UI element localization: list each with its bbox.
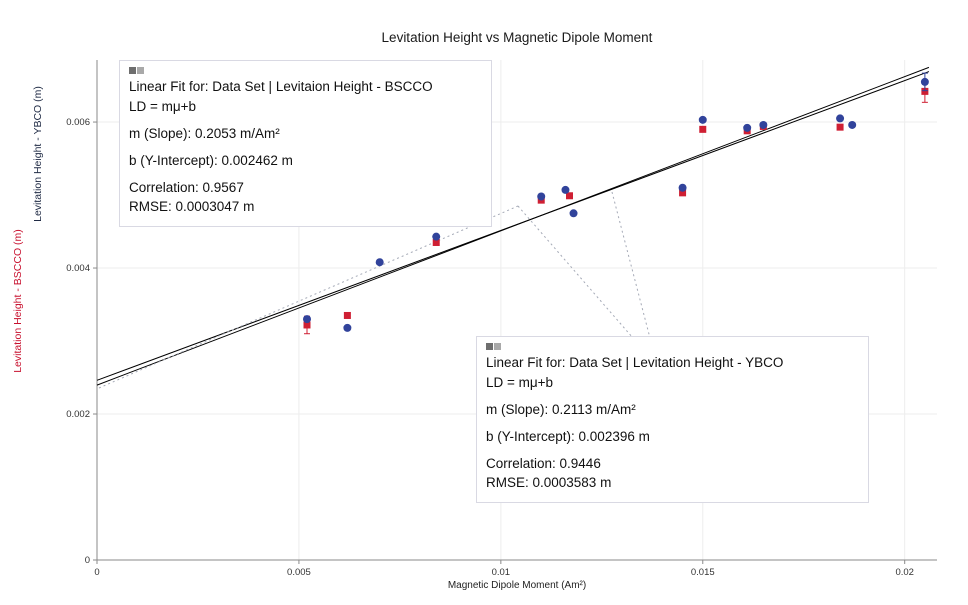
y-tick-label: 0.004 [66,263,90,274]
data-point-bscco[interactable] [432,238,440,246]
data-point-ybco[interactable] [537,192,546,201]
x-tick-label: 0.015 [691,567,715,578]
data-point-ybco[interactable] [698,115,707,124]
fit-equation: LD = mμ+b [486,374,554,390]
x-tick-label: 0 [94,567,99,578]
fit-correlation: Correlation: 0.9567 [129,179,244,195]
tick-labels: 0 0.005 0.01 0.015 0.02 0 0.002 0.004 0.006 [66,117,914,578]
data-point-bscco[interactable] [566,192,573,200]
leader-lines [98,191,651,389]
data-point-ybco[interactable] [836,114,845,123]
series-ybco [303,72,929,332]
fit-line-ybco[interactable] [96,66,930,386]
fit-intercept: b (Y-Intercept): 0.002396 m [486,428,650,444]
x-tick-label: 0.005 [287,567,311,578]
data-point-ybco[interactable] [375,258,384,267]
chart-title: Levitation Height vs Magnetic Dipole Mom… [381,30,653,45]
fit-slope: m (Slope): 0.2053 m/Am² [129,125,280,141]
data-point-ybco[interactable] [432,232,441,241]
x-tick-label: 0.01 [492,567,511,578]
data-point-ybco[interactable] [920,77,929,86]
data-point-ybco[interactable] [561,185,570,194]
data-point-bscco[interactable] [699,125,707,133]
data-point-ybco[interactable] [303,315,311,324]
y-axis-label-ybco[interactable]: Levitation Height - YBCO (m) [32,86,44,222]
data-point-bscco[interactable] [836,123,844,131]
fit-title: Linear Fit for: Data Set | Levitaion Hei… [129,79,433,94]
fit-title: Linear Fit for: Data Set | Levitation He… [486,355,784,370]
axes [93,60,937,564]
y-tick-label: 0 [85,555,90,566]
fit-slope: m (Slope): 0.2113 m/Am² [486,401,636,417]
data-point-bscco[interactable] [921,87,929,95]
fit-box-bscco[interactable]: Linear Fit for: Data Set | Levitaion Hei… [119,60,492,228]
fit-correlation: Correlation: 0.9446 [486,455,601,471]
fit-box-link-icon[interactable] [486,343,858,351]
x-tick-label: 0.02 [895,567,914,578]
data-point-bscco[interactable] [303,321,311,329]
fit-box-ybco[interactable]: Linear Fit for: Data Set | Levitation He… [476,336,869,504]
data-point-bscco[interactable] [679,189,687,197]
data-point-ybco[interactable] [343,323,352,332]
data-point-ybco[interactable] [759,120,768,129]
x-axis-title[interactable]: Magnetic Dipole Moment (Am²) [448,580,586,591]
data-point-ybco[interactable] [848,120,857,129]
data-point-bscco[interactable] [343,311,351,319]
data-point-ybco[interactable] [678,183,687,192]
fit-rmse: RMSE: 0.0003583 m [486,475,612,491]
data-point-ybco[interactable] [743,123,752,132]
data-point-ybco[interactable] [569,209,578,218]
y-tick-label: 0.006 [66,117,90,128]
fit-equation: LD = mμ+b [129,98,197,114]
y-axis-label-bscco[interactable]: Levitation Height - BSCCO (m) [12,229,24,373]
y-tick-label: 0.002 [66,409,90,420]
fit-box-link-icon[interactable] [129,67,481,75]
fit-rmse: RMSE: 0.0003047 m [129,199,255,215]
fit-intercept: b (Y-Intercept): 0.002462 m [129,152,293,168]
